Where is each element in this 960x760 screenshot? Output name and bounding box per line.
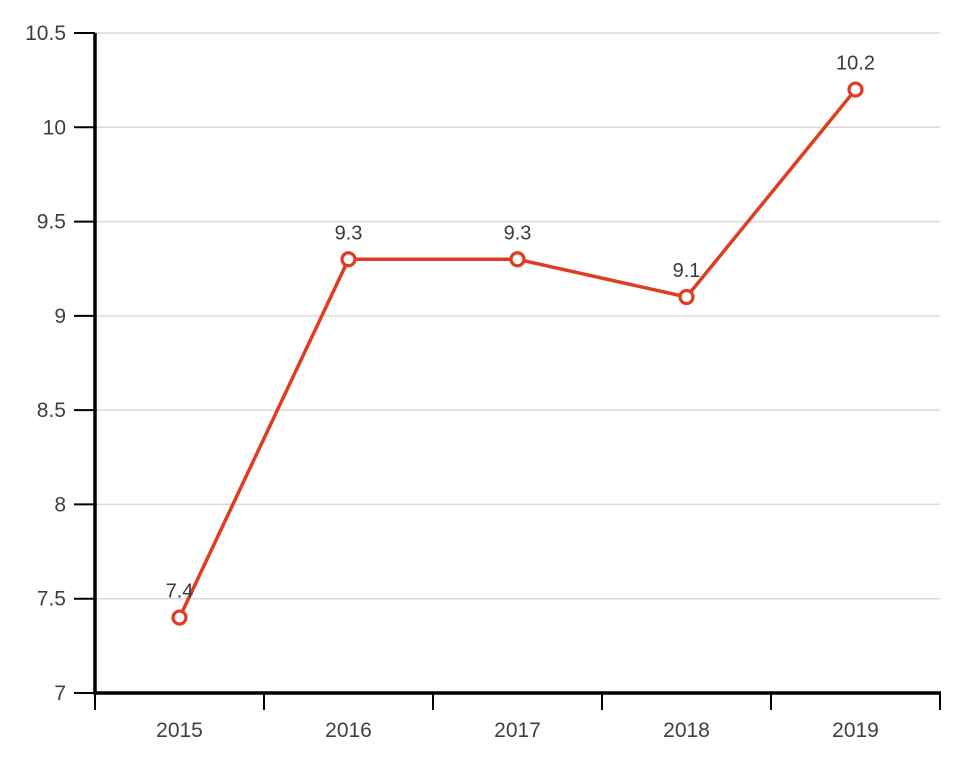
x-tick-label: 2018	[663, 719, 710, 742]
data-point-marker	[678, 288, 695, 306]
y-tick-label: 9	[54, 305, 66, 328]
x-tick-label: 2015	[156, 719, 203, 742]
y-tick-label: 7	[54, 682, 66, 705]
data-point-label: 10.2	[836, 53, 875, 75]
data-point-label: 7.4	[166, 581, 194, 603]
data-point-label: 9.3	[504, 222, 532, 244]
x-tick-label: 2017	[494, 719, 541, 742]
y-tick-label: 7.5	[37, 588, 66, 611]
data-point-label: 9.1	[673, 260, 701, 282]
y-tick-label: 8.5	[37, 399, 66, 422]
data-point-label: 9.3	[335, 222, 363, 244]
data-point-marker	[171, 609, 188, 626]
y-tick-label: 10	[43, 116, 66, 139]
data-line	[177, 87, 858, 620]
y-tick-label: 9.5	[37, 211, 66, 234]
data-point-marker	[509, 251, 526, 268]
data-point-marker	[340, 251, 357, 268]
y-tick-label: 8	[54, 493, 66, 516]
x-tick-label: 2019	[832, 719, 879, 742]
y-tick-label: 10.5	[25, 22, 66, 45]
x-tick-label: 2016	[325, 719, 372, 742]
data-point-marker	[847, 81, 864, 98]
